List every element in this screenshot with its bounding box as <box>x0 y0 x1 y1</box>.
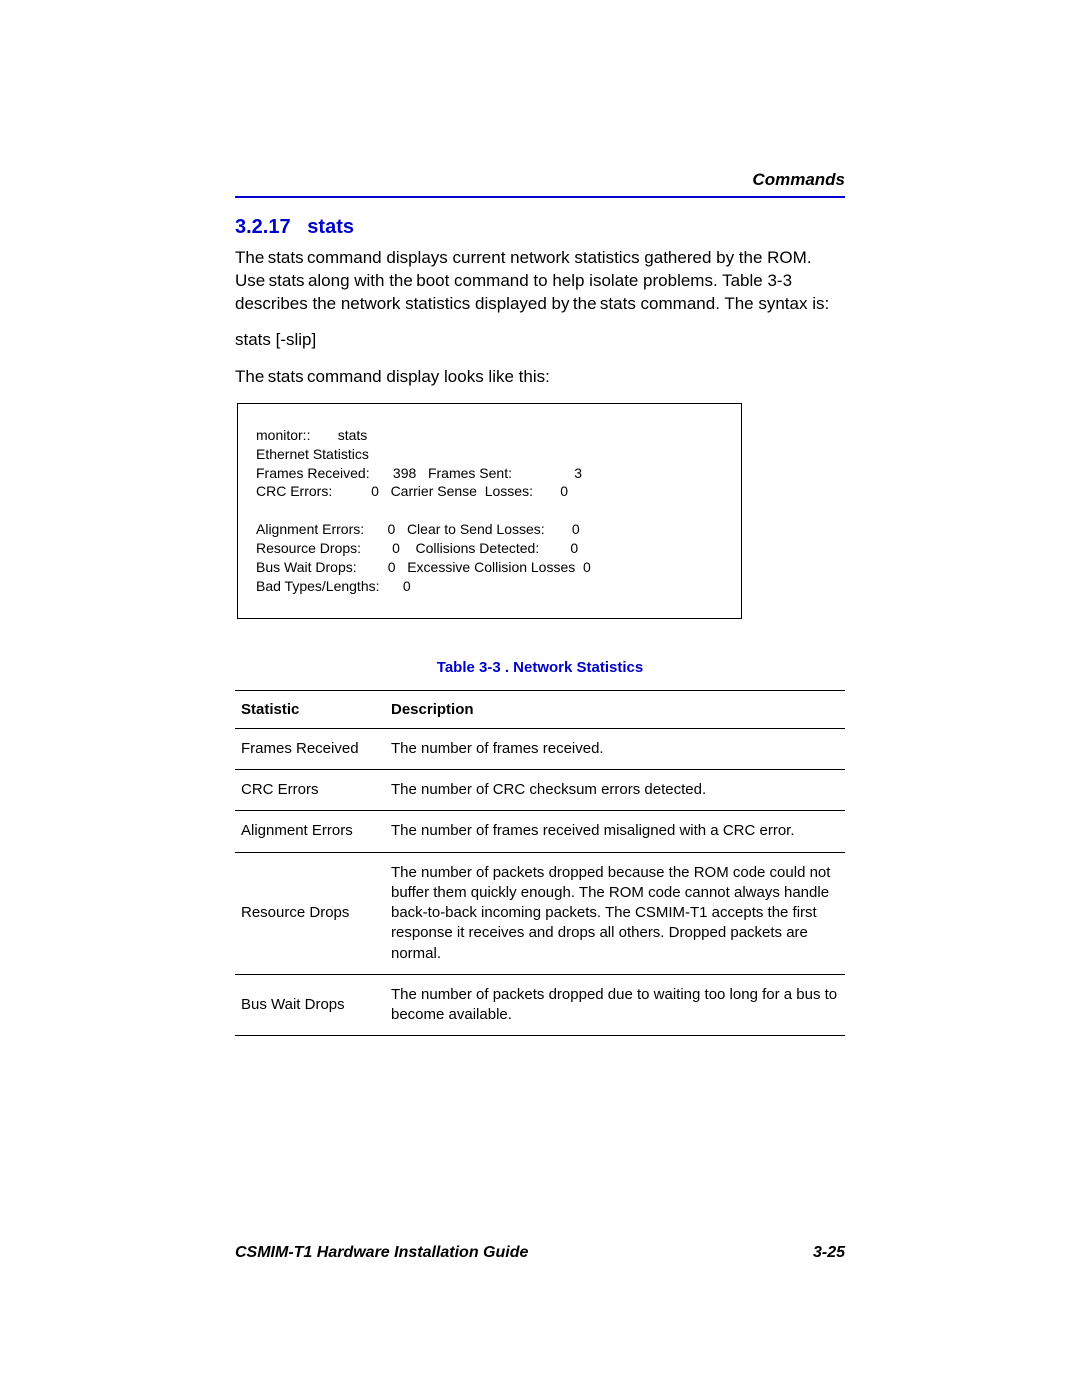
stat-name: CRC Errors <box>235 770 385 811</box>
intro-paragraph: The stats command displays current netwo… <box>235 247 845 316</box>
table-row: Bus Wait DropsThe number of packets drop… <box>235 974 845 1036</box>
stat-name: Alignment Errors <box>235 811 385 852</box>
table-row: Frames ReceivedThe number of frames rece… <box>235 728 845 769</box>
stat-description: The number of packets dropped because th… <box>385 852 845 974</box>
network-stats-table: Statistic Description Frames ReceivedThe… <box>235 690 845 1037</box>
stat-name: Frames Received <box>235 728 385 769</box>
stat-name: Resource Drops <box>235 852 385 974</box>
table-row: Alignment ErrorsThe number of frames rec… <box>235 811 845 852</box>
section-heading: 3.2.17 stats <box>235 216 845 239</box>
stat-description: The number of packets dropped due to wai… <box>385 974 845 1036</box>
header-label: Commands <box>235 170 845 198</box>
stat-description: The number of CRC checksum errors detect… <box>385 770 845 811</box>
col-header-statistic: Statistic <box>235 690 385 728</box>
stat-description: The number of frames received misaligned… <box>385 811 845 852</box>
page-number: 3-25 <box>813 1244 845 1262</box>
display-intro: The stats command display looks like thi… <box>235 366 845 389</box>
page-footer: CSMIM-T1 Hardware Installation Guide 3-2… <box>235 1244 845 1262</box>
code-output-box: monitor:: stats Ethernet Statistics Fram… <box>237 403 742 619</box>
section-number: 3.2.17 <box>235 216 291 238</box>
table-header-row: Statistic Description <box>235 690 845 728</box>
table-caption: Table 3-3 . Network Statistics <box>235 659 845 676</box>
footer-title: CSMIM-T1 Hardware Installation Guide <box>235 1244 528 1262</box>
col-header-description: Description <box>385 690 845 728</box>
table-row: Resource DropsThe number of packets drop… <box>235 852 845 974</box>
syntax-line: stats [-slip] <box>235 330 845 350</box>
section-title: stats <box>307 216 354 238</box>
table-row: CRC ErrorsThe number of CRC checksum err… <box>235 770 845 811</box>
stat-name: Bus Wait Drops <box>235 974 385 1036</box>
page-content: Commands 3.2.17 stats The stats command … <box>0 0 1080 1036</box>
stat-description: The number of frames received. <box>385 728 845 769</box>
